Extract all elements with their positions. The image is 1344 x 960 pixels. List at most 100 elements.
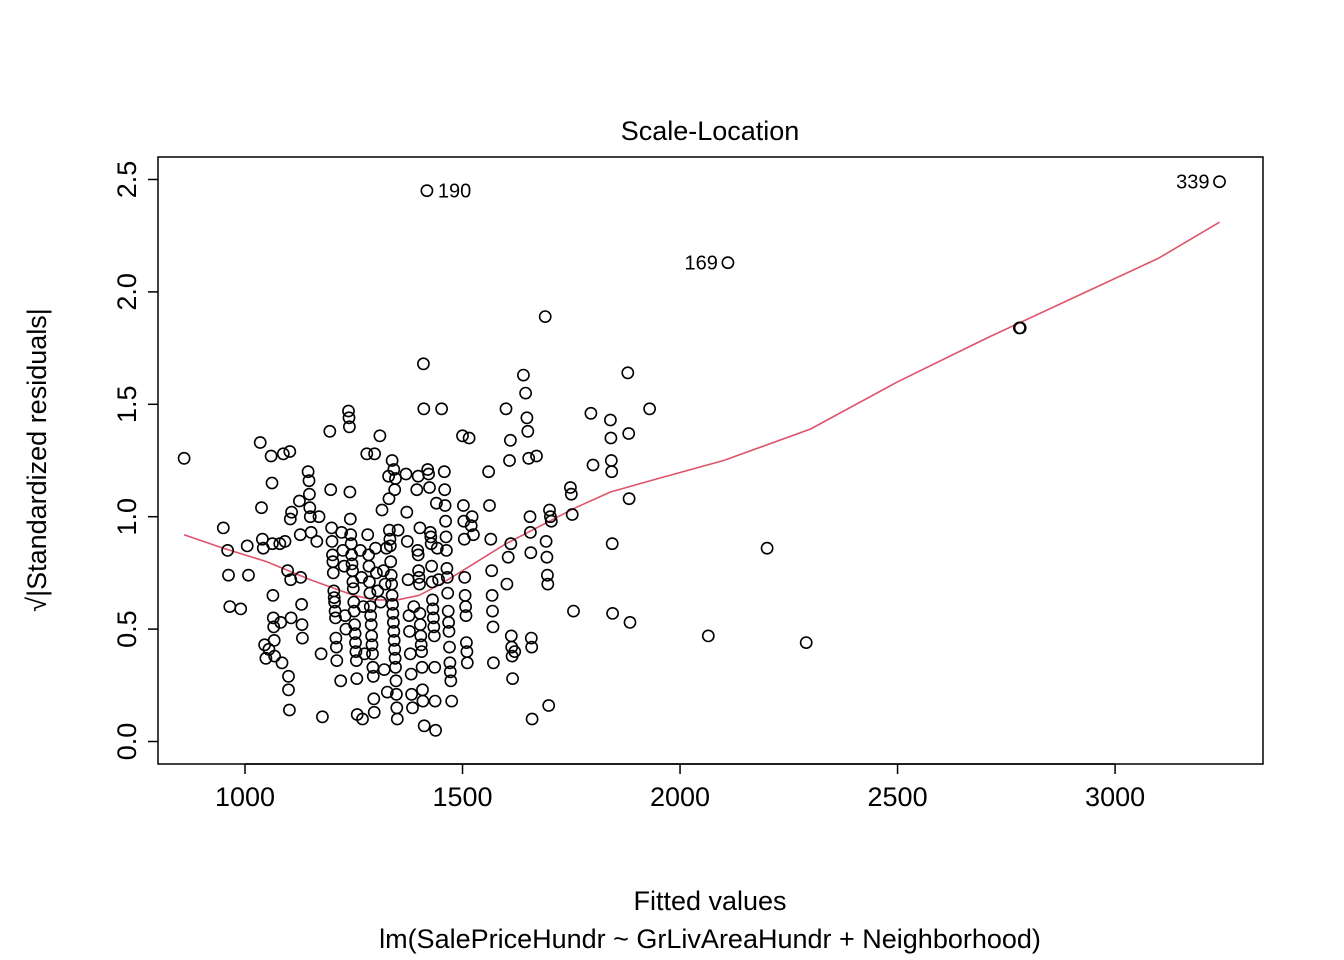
data-point: [389, 674, 403, 688]
data-point: [177, 451, 191, 465]
data-point: [329, 611, 342, 625]
data-point: [350, 672, 364, 685]
data-point: [483, 499, 496, 512]
data-point: [605, 465, 619, 479]
x-tick-label: 3000: [1085, 782, 1145, 812]
data-point: [429, 496, 443, 510]
data-point: [278, 535, 292, 548]
data-point: [330, 654, 344, 667]
data-point: [622, 427, 636, 440]
data-point: [383, 539, 397, 553]
data-point: [264, 449, 278, 463]
data-point: [416, 683, 429, 697]
data-point: [426, 611, 440, 625]
data-point: [363, 586, 377, 600]
data-point: [412, 571, 426, 584]
data-point: [327, 591, 341, 604]
data-point: [506, 672, 519, 685]
data-point: [423, 481, 436, 494]
data-point: [486, 656, 500, 670]
data-point: [522, 451, 536, 465]
data-point: [348, 627, 362, 640]
data-point: [267, 634, 281, 647]
data-point: [799, 636, 813, 649]
data-point: [240, 539, 254, 553]
data-point: [293, 528, 307, 542]
data-point: [499, 402, 513, 416]
data-point: [314, 647, 328, 661]
data-point: [343, 485, 357, 499]
data-point: [482, 465, 495, 479]
data-point: [404, 667, 418, 681]
x-tick-label: 2000: [650, 782, 710, 812]
data-point: [538, 310, 552, 323]
data-point: [427, 620, 441, 634]
data-point: [356, 600, 370, 613]
data-point: [435, 402, 448, 416]
data-point: [441, 604, 455, 618]
data-point: [375, 503, 389, 517]
data-point: [458, 589, 472, 602]
data-point: [281, 564, 294, 578]
data-point: [541, 577, 555, 591]
data-point: [440, 562, 454, 575]
data-point: [439, 530, 453, 544]
data-point: [259, 651, 273, 665]
point-label: 190: [438, 181, 471, 203]
data-point: [400, 505, 414, 519]
data-point: [371, 584, 385, 598]
data-point: [429, 723, 442, 737]
y-axis-label: √|Standardized residuals|: [22, 308, 52, 612]
data-point: [303, 501, 317, 515]
data-point: [438, 499, 452, 512]
data-point: [465, 510, 479, 524]
data-point: [604, 454, 618, 467]
data-point: [459, 600, 472, 613]
data-point: [295, 618, 309, 631]
data-point: [325, 535, 339, 548]
data-point: [416, 694, 430, 708]
data-point: [524, 631, 538, 645]
data-point: [417, 402, 431, 416]
data-point: [701, 629, 715, 643]
data-point: [284, 611, 298, 625]
data-point: [503, 433, 517, 447]
data-point: [520, 411, 534, 425]
data-point: [411, 544, 425, 557]
data-point: [426, 593, 439, 607]
data-point: [310, 535, 324, 548]
data-point: [525, 712, 539, 726]
data-point: [282, 683, 295, 697]
data-point: [346, 582, 360, 595]
data-point: [267, 620, 281, 634]
data-point: [390, 712, 404, 726]
data-point: [399, 467, 413, 481]
data-point: [265, 476, 279, 490]
data-point: [519, 386, 532, 400]
data-point: [456, 429, 469, 443]
data-point: [539, 535, 553, 548]
data-point: [443, 656, 457, 670]
data-point: [344, 528, 358, 542]
data-point: [382, 492, 396, 506]
data-point: [385, 589, 399, 602]
data-point: [428, 660, 442, 674]
data-point: [500, 577, 514, 591]
data-point: [442, 616, 455, 629]
data-point: [444, 674, 458, 688]
data-point: [388, 642, 402, 656]
data-point: [542, 699, 556, 712]
data-point: [360, 447, 374, 461]
data-point: [302, 487, 316, 501]
data-point: [383, 532, 397, 546]
data-point: [401, 573, 415, 587]
data-point: [326, 566, 340, 580]
data-point: [374, 595, 388, 609]
data-point: [349, 654, 363, 667]
data-point: [459, 609, 473, 622]
data-point: [426, 602, 440, 616]
data-point: [268, 649, 281, 663]
data-point: [295, 598, 308, 611]
data-point: [361, 528, 375, 542]
data-point: [366, 647, 379, 661]
